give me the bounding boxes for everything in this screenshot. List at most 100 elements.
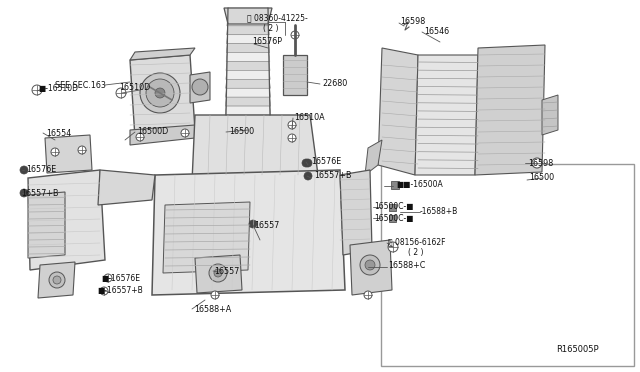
Circle shape: [214, 269, 222, 277]
Polygon shape: [38, 262, 75, 298]
Polygon shape: [225, 88, 271, 97]
Polygon shape: [227, 35, 269, 44]
Circle shape: [302, 159, 310, 167]
Circle shape: [291, 31, 299, 39]
Polygon shape: [226, 70, 270, 79]
Bar: [388, 203, 396, 211]
Circle shape: [209, 264, 227, 282]
Text: 16554: 16554: [46, 128, 71, 138]
Circle shape: [104, 274, 112, 282]
Text: R165005P: R165005P: [556, 344, 598, 353]
Circle shape: [20, 166, 28, 174]
Circle shape: [532, 158, 542, 168]
Text: -16588+B: -16588+B: [420, 208, 458, 217]
Text: SEE SEC.163: SEE SEC.163: [55, 80, 106, 90]
Circle shape: [20, 189, 28, 197]
Text: 16598: 16598: [528, 158, 553, 167]
Text: 16557: 16557: [254, 221, 280, 230]
Bar: [381, 164, 634, 366]
Text: ■-16576E: ■-16576E: [101, 273, 140, 282]
Polygon shape: [227, 26, 269, 35]
Polygon shape: [226, 61, 270, 70]
Circle shape: [360, 255, 380, 275]
Polygon shape: [130, 125, 195, 145]
Polygon shape: [98, 170, 155, 205]
Circle shape: [388, 242, 398, 252]
Bar: [388, 215, 396, 221]
Text: 16500: 16500: [529, 173, 554, 183]
Circle shape: [192, 79, 208, 95]
Circle shape: [304, 172, 312, 180]
Polygon shape: [226, 52, 270, 61]
Text: 16576E: 16576E: [311, 157, 341, 167]
Text: ( 2 ): ( 2 ): [263, 25, 278, 33]
Circle shape: [288, 134, 296, 142]
Circle shape: [181, 129, 189, 137]
Polygon shape: [163, 202, 250, 273]
Polygon shape: [350, 240, 392, 295]
Text: ( 2 ): ( 2 ): [408, 248, 424, 257]
Polygon shape: [224, 8, 272, 24]
Text: 16557+B: 16557+B: [21, 189, 58, 199]
Text: 16500D: 16500D: [137, 126, 168, 135]
Text: Ⓑ 08156-6162F: Ⓑ 08156-6162F: [388, 237, 445, 247]
Bar: [283, 55, 307, 95]
Polygon shape: [475, 45, 545, 175]
Text: 16500C-■: 16500C-■: [374, 202, 413, 211]
Text: 16576P: 16576P: [252, 36, 282, 45]
Circle shape: [155, 88, 165, 98]
Circle shape: [140, 73, 180, 113]
Polygon shape: [227, 44, 269, 52]
Circle shape: [53, 276, 61, 284]
Text: 16510D: 16510D: [119, 83, 150, 93]
Text: 16576E: 16576E: [26, 166, 56, 174]
Polygon shape: [190, 72, 210, 103]
Text: 16588+A: 16588+A: [194, 305, 231, 314]
Text: 16588+C: 16588+C: [388, 262, 426, 270]
Circle shape: [211, 291, 219, 299]
Polygon shape: [28, 170, 105, 270]
Polygon shape: [542, 95, 558, 135]
Polygon shape: [192, 115, 318, 182]
Polygon shape: [365, 140, 382, 175]
Text: 22680: 22680: [322, 80, 348, 89]
Text: 16500: 16500: [229, 126, 254, 135]
Polygon shape: [340, 170, 372, 255]
Polygon shape: [415, 55, 478, 175]
Text: ■-16557+B: ■-16557+B: [97, 286, 143, 295]
Polygon shape: [227, 17, 269, 26]
Text: 16500C-■: 16500C-■: [374, 214, 413, 222]
Text: Ⓢ 08360-41225-: Ⓢ 08360-41225-: [247, 13, 308, 22]
Polygon shape: [130, 48, 195, 60]
Polygon shape: [378, 48, 418, 175]
Circle shape: [32, 85, 42, 95]
Circle shape: [49, 272, 65, 288]
Polygon shape: [45, 135, 92, 173]
Circle shape: [78, 146, 86, 154]
Circle shape: [288, 121, 296, 129]
Polygon shape: [152, 170, 345, 295]
Polygon shape: [130, 55, 195, 138]
Bar: [391, 181, 399, 189]
Text: ■-16510D: ■-16510D: [38, 84, 78, 93]
Circle shape: [249, 220, 257, 228]
Circle shape: [146, 79, 174, 107]
Polygon shape: [28, 192, 65, 258]
Polygon shape: [225, 97, 271, 106]
Circle shape: [365, 260, 375, 270]
Circle shape: [51, 148, 59, 156]
Circle shape: [100, 287, 108, 295]
Polygon shape: [195, 255, 242, 293]
Circle shape: [136, 133, 144, 141]
Text: 16598: 16598: [400, 16, 425, 26]
Circle shape: [364, 291, 372, 299]
Text: 16557+B: 16557+B: [314, 171, 351, 180]
Circle shape: [116, 88, 126, 98]
Text: 16510A: 16510A: [294, 113, 324, 122]
Text: 16557: 16557: [214, 266, 239, 276]
Polygon shape: [227, 8, 269, 17]
Polygon shape: [226, 79, 270, 88]
Text: ■■-16500A: ■■-16500A: [396, 180, 443, 189]
Polygon shape: [225, 106, 271, 115]
Text: 16546: 16546: [424, 26, 449, 35]
